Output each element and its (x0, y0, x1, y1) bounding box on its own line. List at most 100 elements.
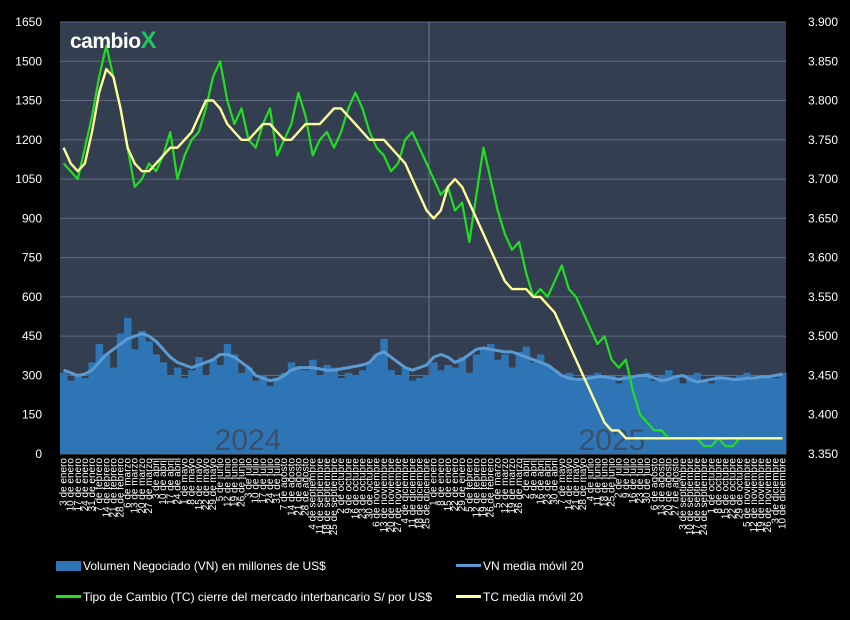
x-axis-tick: 1 de enero (429, 458, 440, 506)
right-axis-tick: 3.400 (808, 408, 838, 422)
x-axis-tick: 19 de junio (229, 458, 240, 507)
x-axis-tick: 19 de noviembre (756, 458, 767, 533)
x-axis-tick: 16 de octubre (350, 458, 361, 520)
x-axis-tick: 17 de julio (258, 458, 269, 504)
legend-swatch-tc-ma (456, 595, 481, 599)
legend-label-vn: Volumen Negociado (VN) en millones de US… (83, 558, 326, 573)
year-label-2024: 2024 (215, 424, 282, 457)
vn-bar (444, 364, 452, 454)
x-axis-tick: 7 de febrero (94, 458, 105, 512)
vn-bar (366, 362, 374, 454)
x-axis-tick: 30 de abril (550, 458, 561, 505)
x-axis-tick: 11 de junio (592, 458, 603, 507)
x-axis-tick: 16 de julio (628, 458, 639, 504)
vn-bar (373, 354, 381, 454)
vn-bar (131, 349, 139, 454)
x-axis-tick: 12 de junio (222, 458, 233, 507)
vn-bar (643, 372, 652, 454)
x-axis-tick: 30 de julio (642, 458, 653, 504)
x-axis-tick: 3 de julio (244, 458, 255, 498)
x-axis-tick: 6 de noviembre (372, 458, 383, 527)
vn-bar (415, 378, 424, 454)
vn-bar (81, 378, 89, 454)
x-axis-tick: 3 de enero (59, 458, 70, 506)
vn-bar (451, 367, 459, 454)
x-axis-tick: 26 de noviembre (763, 458, 774, 533)
x-axis-tick: 15 de enero (443, 458, 454, 512)
vn-bar (423, 375, 431, 454)
vn-bar (309, 359, 317, 454)
right-axis-tick: 3.750 (808, 133, 838, 147)
vn-bar (579, 380, 588, 454)
vn-bar (323, 364, 331, 454)
x-axis-tick: 27 de marzo (144, 458, 155, 514)
vn-bar (280, 372, 289, 454)
x-axis-tick: 2 de julio (614, 458, 625, 498)
x-axis-tick: 3 de septiembre (678, 458, 689, 530)
vn-bar (223, 344, 232, 454)
x-axis-tick: 25 de junio (607, 458, 618, 507)
vn-bar (95, 344, 104, 454)
x-axis-tick: 21 de agosto (293, 458, 304, 516)
x-axis-tick: 8 de enero (436, 458, 447, 506)
vn-bar (558, 375, 566, 454)
vn-bar (74, 375, 82, 454)
x-axis-tick: 5 de junio (215, 458, 226, 502)
vn-bar (159, 362, 168, 454)
vn-bar (593, 372, 602, 454)
x-axis-tick: 19 de febrero (479, 458, 490, 518)
x-axis-tick: 28 de agosto (301, 458, 312, 516)
vn-bar (188, 370, 196, 454)
legend-tc-ma: TC media móvil 20 (456, 589, 583, 604)
vn-bar (116, 333, 125, 454)
vn-bar (750, 378, 758, 454)
x-axis-tick: 22 de mayo (201, 458, 212, 511)
vn-bar (544, 364, 552, 454)
x-axis-tick: 31 de enero (87, 458, 98, 512)
right-axis-tick: 3.650 (808, 211, 838, 225)
vn-bar (145, 341, 153, 454)
vn-bar (615, 383, 623, 454)
x-axis-tick: 4 de septiembre (308, 458, 319, 530)
x-axis-tick: 11 de septiembre (315, 458, 326, 535)
x-axis-tick: 25 de septiembre (329, 458, 340, 536)
vn-bar (344, 372, 353, 454)
vn-bar (102, 354, 111, 454)
cambiox-logo: cambioX (70, 27, 157, 55)
x-axis-tick: 23 de julio (635, 458, 646, 504)
x-axis-tick: 12 de febrero (471, 458, 482, 518)
x-axis-tick: 28 de mayo (578, 458, 589, 511)
vn-bar (109, 367, 118, 454)
vn-bar (665, 370, 673, 454)
vn-bar (202, 375, 210, 454)
left-axis-tick: 150 (22, 408, 42, 422)
x-axis-tick: 3 de diciembre (770, 458, 781, 524)
vn-bar (337, 378, 346, 454)
vn-bar (764, 375, 773, 454)
vn-bar (551, 370, 559, 454)
vn-bar (259, 375, 267, 454)
x-axis-tick: 24 de enero (80, 458, 91, 512)
vn-bar (672, 378, 680, 454)
x-axis-tick: 12 de marzo (500, 458, 511, 514)
vn-bar (608, 375, 616, 454)
right-axis-tick: 3.800 (808, 94, 838, 108)
vn-bar (67, 380, 75, 454)
vn-bar (529, 362, 538, 454)
x-axis-tick: 28 de febrero (116, 458, 127, 518)
x-axis-tick: 10 de abril (158, 458, 169, 505)
x-axis-tick: 17 de abril (165, 458, 176, 505)
vn-bar (771, 378, 780, 454)
x-axis-tick: 23 de octubre (358, 458, 369, 520)
left-axis-tick: 1350 (15, 94, 42, 108)
vn-bar (430, 362, 438, 454)
x-axis-tick: 14 de agosto (286, 458, 297, 516)
x-axis-tick: 4 de junio (585, 458, 596, 502)
x-axis-tick: 13 de marzo (130, 458, 141, 514)
vn-bar (508, 367, 516, 454)
x-axis-tick: 24 de septiembre (699, 458, 710, 536)
vn-bar (437, 370, 445, 454)
legend-tc: Tipo de Cambio (TC) cierre del mercado i… (56, 589, 432, 604)
x-axis-tick: 13 de agosto (656, 458, 667, 516)
